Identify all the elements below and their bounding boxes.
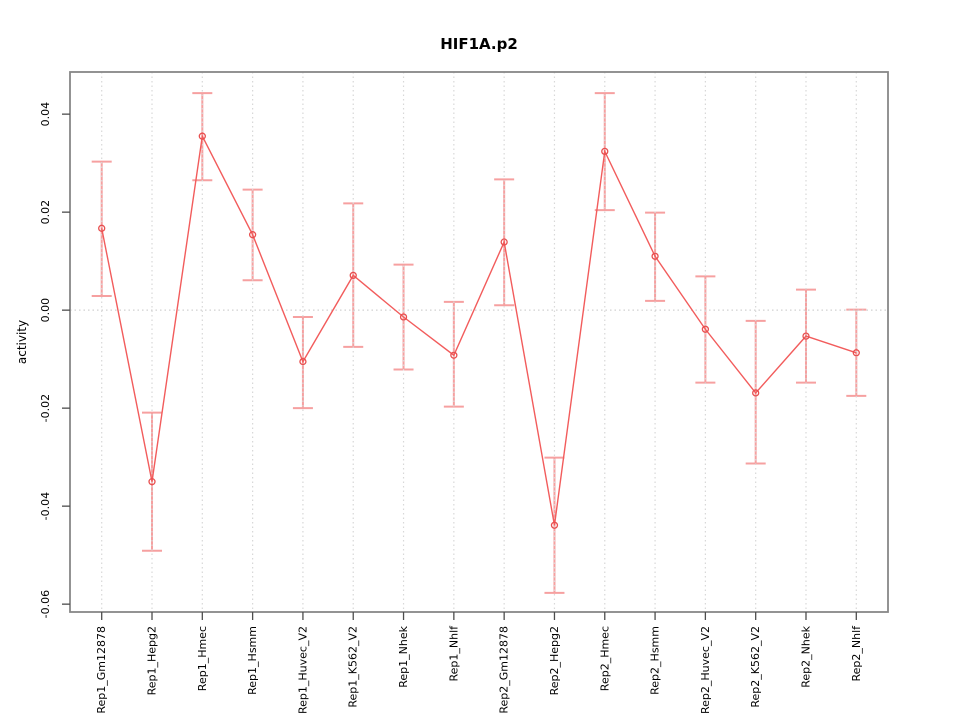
data-point-marker (450, 351, 458, 359)
x-tick-label: Rep2_K562_V2 (749, 626, 762, 708)
x-tick-label: Rep1_Huvec_V2 (296, 626, 309, 714)
gridlines-layer (70, 72, 888, 612)
y-tick-label: 0.04 (39, 102, 52, 127)
x-tick-label: Rep1_Nhlf (447, 625, 460, 682)
data-point-marker (349, 271, 357, 280)
x-tick-label: Rep1_Nhek (397, 625, 410, 687)
data-point-marker (148, 478, 156, 486)
data-point-marker (299, 357, 307, 366)
data-point-marker (500, 238, 508, 246)
x-tick-label: Rep1_Hsmm (246, 626, 259, 695)
data-point-marker (701, 325, 710, 333)
y-tick-label: 0.00 (39, 298, 52, 323)
x-tick-label: Rep1_K562_V2 (347, 626, 360, 708)
y-tick-label: -0.02 (39, 394, 52, 422)
x-tick-label: Rep1_Hmec (196, 626, 209, 691)
chart-title: HIF1A.p2 (440, 35, 518, 53)
y-tick-label: 0.02 (39, 200, 52, 225)
plot-box (69, 71, 889, 613)
data-point-marker (752, 389, 760, 397)
x-tick-label: Rep2_Hsmm (649, 626, 662, 695)
y-tick-label: -0.04 (39, 492, 52, 520)
data-point-marker (651, 252, 659, 260)
data-point-marker (852, 349, 860, 357)
data-point-marker (98, 224, 106, 232)
x-tick-label: Rep2_Hmec (598, 626, 611, 691)
error-bars-layer (91, 92, 867, 594)
data-series-layer (98, 132, 860, 529)
series-line (101, 133, 857, 526)
data-point-marker (601, 147, 609, 156)
data-point-marker (198, 132, 206, 140)
data-point-marker (550, 521, 559, 529)
data-point-marker (802, 332, 810, 340)
x-tick-label: Rep2_Nhek (799, 625, 812, 687)
axes-layer: 0.04 0.02 0.00 -0.02 -0.04 -0.06 Rep1_Gm12878 R… (39, 71, 889, 714)
y-tick-label: -0.06 (39, 590, 52, 618)
x-tick-label: Rep2_Gm12878 (498, 626, 511, 714)
data-point-marker (248, 231, 257, 239)
x-tick-label: Rep2_Huvec_V2 (699, 626, 712, 714)
x-tick-label: Rep1_Hepg2 (146, 626, 159, 695)
data-point-marker (399, 313, 408, 321)
x-tick-label: Rep1_Gm12878 (95, 626, 108, 714)
x-tick-label: Rep2_Hepg2 (548, 626, 561, 695)
y-axis-label: activity (15, 320, 29, 364)
x-tick-label: Rep2_Nhlf (850, 625, 863, 682)
